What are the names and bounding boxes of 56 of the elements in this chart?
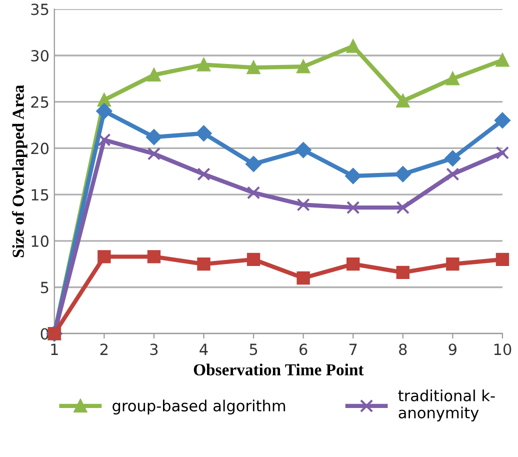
point bbox=[147, 147, 161, 160]
x-tick-label: 10 bbox=[494, 344, 512, 356]
x-axis-title: Observation Time Point bbox=[194, 364, 364, 376]
point bbox=[246, 156, 262, 172]
point bbox=[197, 257, 210, 271]
y-tick-label: 20 bbox=[31, 142, 49, 154]
point bbox=[98, 133, 111, 146]
x-tick-label: 3 bbox=[150, 344, 158, 356]
point bbox=[496, 146, 510, 160]
x-tick-label: 7 bbox=[349, 344, 357, 355]
legend-label: group-based algorithm bbox=[112, 400, 286, 414]
point bbox=[246, 60, 260, 74]
point bbox=[296, 198, 310, 212]
point bbox=[146, 129, 162, 145]
point bbox=[496, 252, 510, 266]
point bbox=[197, 58, 210, 72]
x-tick-label: 5 bbox=[250, 344, 258, 356]
x-tick-label: 1 bbox=[51, 344, 58, 355]
point bbox=[444, 150, 461, 166]
x-tick-label: 8 bbox=[399, 344, 407, 356]
point bbox=[295, 142, 312, 158]
x-tick-label: 9 bbox=[448, 344, 456, 356]
point bbox=[147, 68, 161, 82]
point bbox=[96, 103, 112, 120]
point bbox=[346, 257, 360, 271]
point bbox=[446, 72, 460, 86]
point bbox=[345, 168, 362, 184]
point bbox=[98, 250, 111, 264]
point bbox=[147, 250, 161, 264]
y-tick-label: 15 bbox=[32, 189, 48, 201]
x-tick-label: 4 bbox=[200, 344, 208, 355]
point bbox=[246, 252, 260, 266]
point bbox=[446, 168, 460, 181]
point bbox=[396, 200, 410, 214]
point bbox=[246, 186, 260, 200]
point bbox=[494, 112, 510, 128]
point bbox=[346, 40, 360, 53]
y-tick-label: 5 bbox=[40, 282, 48, 294]
y-tick-label: 25 bbox=[31, 96, 48, 108]
point bbox=[446, 257, 460, 271]
point bbox=[296, 60, 310, 74]
x-tick-label: 2 bbox=[100, 344, 108, 355]
point bbox=[396, 94, 410, 108]
point bbox=[394, 166, 411, 182]
y-tick-label: 35 bbox=[31, 4, 48, 16]
y-tick-label: 30 bbox=[31, 50, 49, 62]
point bbox=[296, 271, 310, 285]
y-axis-title: Size of Overlapped Area bbox=[12, 84, 28, 258]
point bbox=[496, 54, 510, 67]
point bbox=[346, 200, 360, 214]
point bbox=[197, 168, 210, 181]
point bbox=[396, 266, 410, 280]
x-tick-label: 6 bbox=[300, 344, 308, 356]
y-tick-label: 10 bbox=[32, 235, 49, 247]
point bbox=[196, 125, 212, 142]
legend-label: traditional k- anonymity bbox=[398, 390, 495, 422]
